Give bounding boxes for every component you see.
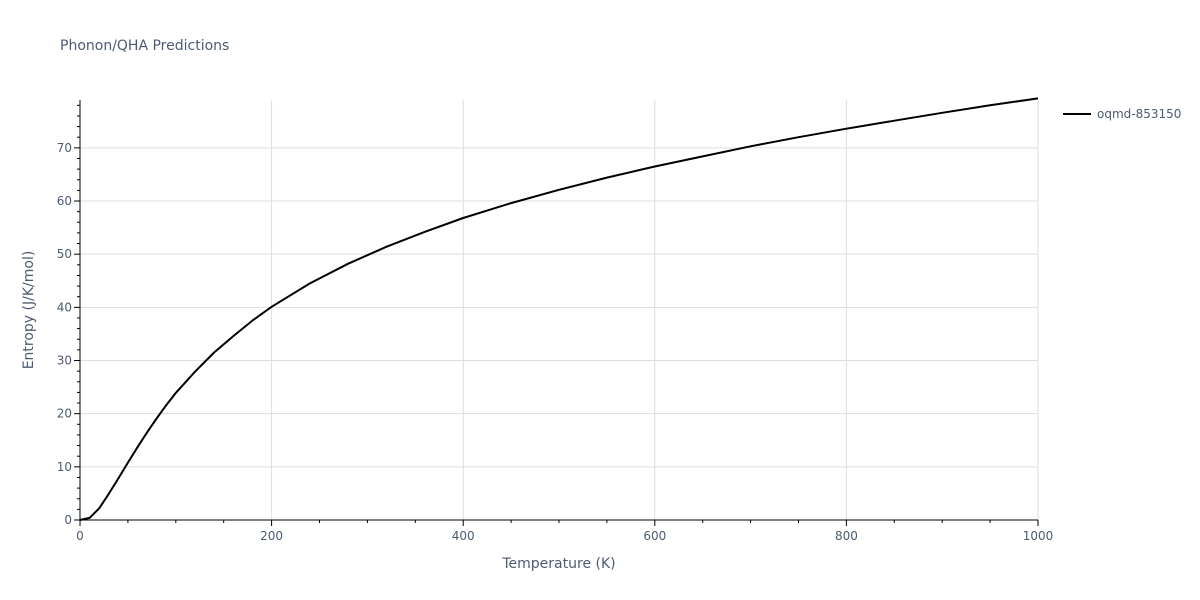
- y-axis-title: Entropy (J/K/mol): [21, 251, 37, 370]
- ticks: 0 200 400 600 800 1000 0 10 20 30 40 50 60 70: [57, 104, 1054, 543]
- chart-title: Phonon/QHA Predictions: [60, 38, 229, 54]
- y-tick-label-4: 40: [57, 300, 72, 314]
- y-tick-label-1: 10: [57, 460, 72, 474]
- x-tick-label-4: 800: [835, 529, 858, 543]
- y-tick-label-7: 70: [57, 141, 72, 155]
- x-tick-label-3: 600: [643, 529, 666, 543]
- grid: [80, 100, 1039, 520]
- axes: [79, 100, 1038, 521]
- x-axis-title: Temperature (K): [501, 556, 615, 572]
- legend[interactable]: oqmd-853150: [1063, 107, 1181, 121]
- y-tick-label-0: 0: [64, 513, 72, 527]
- y-tick-label-6: 60: [57, 194, 72, 208]
- x-tick-label-2: 400: [452, 529, 475, 543]
- x-tick-label-1: 200: [260, 529, 283, 543]
- y-tick-label-5: 50: [57, 247, 72, 261]
- legend-label-0: oqmd-853150: [1097, 107, 1181, 121]
- x-tick-label-5: 1000: [1023, 529, 1054, 543]
- x-tick-label-0: 0: [76, 529, 84, 543]
- series-line-0: [79, 97, 1039, 521]
- y-tick-label-3: 30: [57, 354, 72, 368]
- plot-lines: [79, 97, 1039, 521]
- y-tick-label-2: 20: [57, 407, 72, 421]
